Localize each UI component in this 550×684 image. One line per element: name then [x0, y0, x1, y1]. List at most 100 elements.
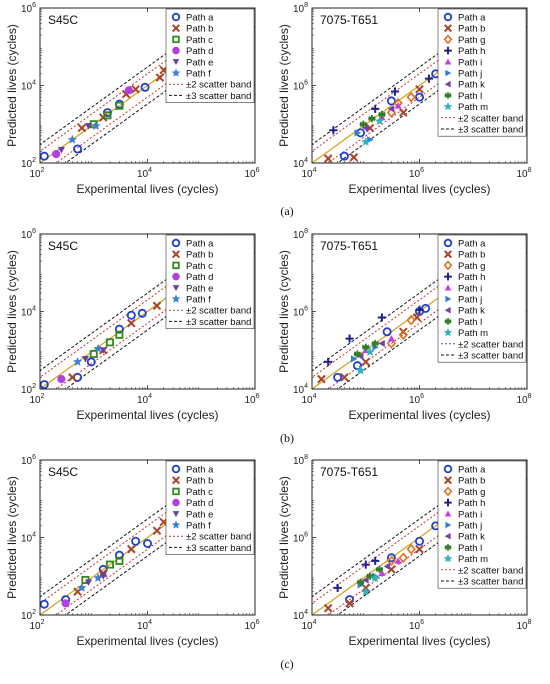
point-path-b [127, 318, 136, 328]
legend-marker [443, 464, 453, 474]
point-path-a [40, 151, 49, 161]
legend-marker [444, 58, 452, 65]
legend-label: Path d [186, 46, 213, 57]
point-path-b [127, 544, 136, 554]
legend-entry: Path m [443, 101, 488, 113]
legend-entry: Path i [444, 57, 482, 68]
point-path-i [394, 557, 402, 564]
legend-marker [443, 34, 453, 45]
legend-label: Path i [458, 283, 482, 294]
x-tick-label: 106 [244, 167, 259, 180]
legend-label: Path a [458, 239, 486, 250]
legend-entry: Path b [171, 250, 213, 261]
point-path-a [414, 92, 424, 102]
point-path-a [137, 308, 147, 318]
legend-box [165, 460, 255, 555]
legend-entry: Path a [171, 239, 214, 250]
legend-marker [443, 486, 453, 497]
legend-label: Path a [186, 239, 214, 250]
point-path-b [152, 301, 162, 311]
legend-entry: ±3 scatter band [169, 91, 251, 102]
legend-marker [444, 318, 452, 325]
point-path-c [105, 338, 114, 347]
legend-entry: Path f [171, 294, 211, 306]
y-tick-label: 102 [21, 383, 36, 396]
point-path-d [57, 375, 66, 384]
legend-entry: Path e [172, 57, 213, 68]
legend-label: Path l [458, 91, 482, 102]
x-tick-label: 104 [137, 167, 152, 180]
legend-entry: Path e [172, 283, 213, 294]
x-tick-label: 106 [409, 619, 424, 632]
point-path-d [61, 599, 70, 608]
legend-entry: Path g [443, 260, 485, 272]
point-path-b [98, 568, 108, 578]
legend-entry: Path k [444, 306, 485, 317]
legend-marker [444, 498, 452, 507]
legend-label: Path i [458, 509, 482, 520]
point-path-a [414, 536, 424, 546]
y-axis-label: Predicted lives (cycles) [5, 24, 19, 147]
point-path-a [73, 144, 83, 154]
x-tick-label: 104 [301, 167, 316, 180]
legend-label: Path j [458, 521, 482, 532]
legend-label: ±2 scatter band [458, 339, 523, 350]
legend-box [437, 234, 527, 363]
legend-entry: ±2 scatter band [441, 113, 523, 124]
legend-label: Path h [458, 272, 485, 283]
x-tick-label: 106 [409, 393, 424, 406]
legend-label: Path b [458, 476, 485, 487]
x-tick-label: 102 [29, 167, 44, 180]
legend-label: Path c [186, 261, 213, 272]
legend-label: Path b [186, 250, 213, 261]
point-path-b [131, 84, 140, 94]
legend-label: Path a [458, 465, 486, 476]
legend-label: Path a [186, 465, 214, 476]
legend-marker [445, 69, 452, 77]
legend-entry: Path g [443, 486, 485, 498]
y-tick-label: 104 [293, 609, 308, 622]
legend-entry: Path c [172, 35, 213, 46]
point-path-g [398, 552, 408, 564]
point-path-e [81, 355, 90, 363]
x-tick-label: 104 [301, 393, 316, 406]
point-path-f [91, 121, 101, 131]
point-path-a [86, 357, 96, 367]
legend-marker [443, 238, 453, 248]
y-tick-label: 108 [293, 2, 308, 15]
point-path-h [415, 305, 424, 314]
legend-entry: Path b [443, 250, 485, 261]
legend-marker [443, 476, 453, 485]
legend-entry: Path g [443, 34, 485, 46]
y-tick-label: 108 [293, 228, 308, 241]
legend-label: Path l [458, 543, 482, 554]
legend-marker [172, 285, 180, 292]
point-path-h [361, 560, 370, 569]
legend-entry: Path f [171, 520, 211, 532]
point-path-a [421, 303, 431, 313]
point-path-c [115, 556, 124, 565]
legend-marker [444, 46, 452, 55]
point-path-a [40, 599, 49, 609]
legend-entry: Path j [445, 295, 482, 306]
legend-label: Path k [458, 80, 485, 91]
legend-entry: Path h [444, 498, 485, 509]
y-axis-label: Predicted lives (cycles) [277, 476, 291, 599]
legend-label: ±3 scatter band [186, 317, 251, 328]
legend-marker [171, 464, 181, 474]
legend-entry: Path h [444, 46, 485, 57]
legend-marker [172, 498, 180, 507]
point-path-a [142, 539, 152, 549]
point-path-g [386, 338, 397, 349]
legend-entry: ±3 scatter band [441, 577, 523, 588]
point-path-l [368, 114, 376, 123]
point-path-a [73, 372, 83, 382]
legend-marker [443, 24, 453, 33]
legend-entry: Path f [171, 68, 211, 80]
y-axis-label: Predicted lives (cycles) [277, 250, 291, 373]
legend-marker [171, 294, 181, 303]
